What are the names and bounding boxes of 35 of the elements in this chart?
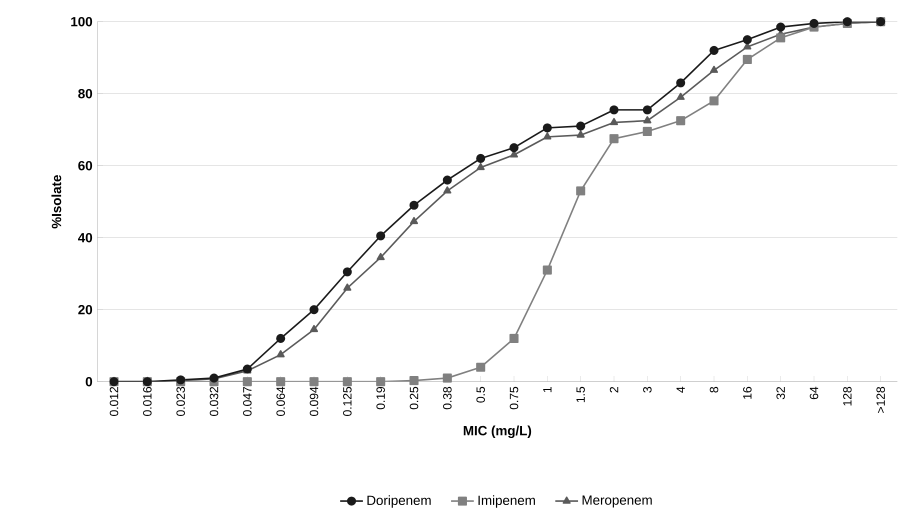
x-tick-label: 0.5	[476, 386, 485, 403]
x-tick-label: 128	[843, 386, 852, 406]
y-tick-label: 0	[86, 376, 92, 386]
x-tick-label: 0.047	[243, 386, 252, 416]
x-tick-label: 0.25	[410, 386, 418, 410]
x-tick-label: 0.023	[176, 386, 185, 416]
x-tick-label: 0.38	[443, 386, 452, 410]
legend-label: Meropenem	[582, 496, 652, 508]
x-tick-label: 0.094	[310, 386, 318, 416]
x-tick-label: 32	[776, 386, 785, 400]
y-tick-label: 20	[78, 304, 92, 314]
x-tick-label: 0.75	[510, 386, 518, 410]
x-tick-label: 0.032	[210, 386, 218, 416]
x-tick-label: 4	[676, 386, 685, 393]
x-tick-label: 8	[710, 386, 718, 393]
x-tick-label: 3	[643, 386, 652, 393]
y-tick-label: 100	[71, 16, 92, 26]
x-tick-label: 0.19	[376, 386, 385, 410]
x-tick-label: 16	[743, 386, 752, 399]
x-tick-label: 2	[610, 386, 618, 392]
legend-label: Imipenem	[478, 495, 535, 508]
x-axis-title: MIC (mg/L)	[464, 426, 532, 438]
x-tick-label: 0.064	[276, 386, 285, 416]
x-tick-label: 1	[543, 386, 552, 392]
x-tick-label: >128	[876, 386, 885, 413]
x-tick-label: 0.016	[143, 386, 152, 416]
legend-label: Doripenem	[367, 495, 431, 508]
x-tick-label: 0.012	[110, 386, 118, 416]
x-tick-label: 1.5	[576, 386, 585, 402]
y-axis-title: %Isolate	[51, 175, 62, 228]
y-tick-label: 60	[78, 160, 92, 170]
y-tick-label: 80	[78, 88, 92, 98]
y-tick-label: 40	[78, 232, 92, 242]
x-tick-label: 0.125	[343, 386, 352, 416]
x-tick-label: 64	[810, 386, 818, 400]
